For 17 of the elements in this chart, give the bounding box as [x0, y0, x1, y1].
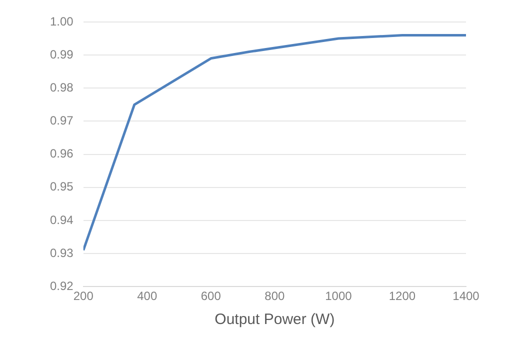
y-tick-label: 0.95: [50, 180, 74, 194]
y-tick-label: 0.96: [50, 146, 74, 161]
y-tick-label: 0.97: [50, 114, 74, 128]
x-tick-label: 400: [137, 289, 158, 304]
y-tick-label: 0.98: [50, 80, 74, 94]
y-tick-label: 0.93: [50, 246, 74, 260]
x-axis-title: Output Power (W): [214, 311, 335, 328]
y-tick-label: 1.00: [50, 14, 74, 28]
x-tick-label: 1200: [388, 289, 416, 304]
x-tick-label: 1000: [325, 289, 352, 304]
x-tick-label: 800: [264, 289, 286, 304]
y-tick-label: 0.94: [50, 212, 74, 227]
x-tick-label: 1400: [452, 289, 480, 304]
x-tick-label: 600: [200, 289, 222, 304]
y-tick-label: 0.92: [50, 278, 74, 293]
y-tick-label: 0.99: [50, 47, 74, 62]
x-tick-label: 200: [73, 289, 94, 304]
